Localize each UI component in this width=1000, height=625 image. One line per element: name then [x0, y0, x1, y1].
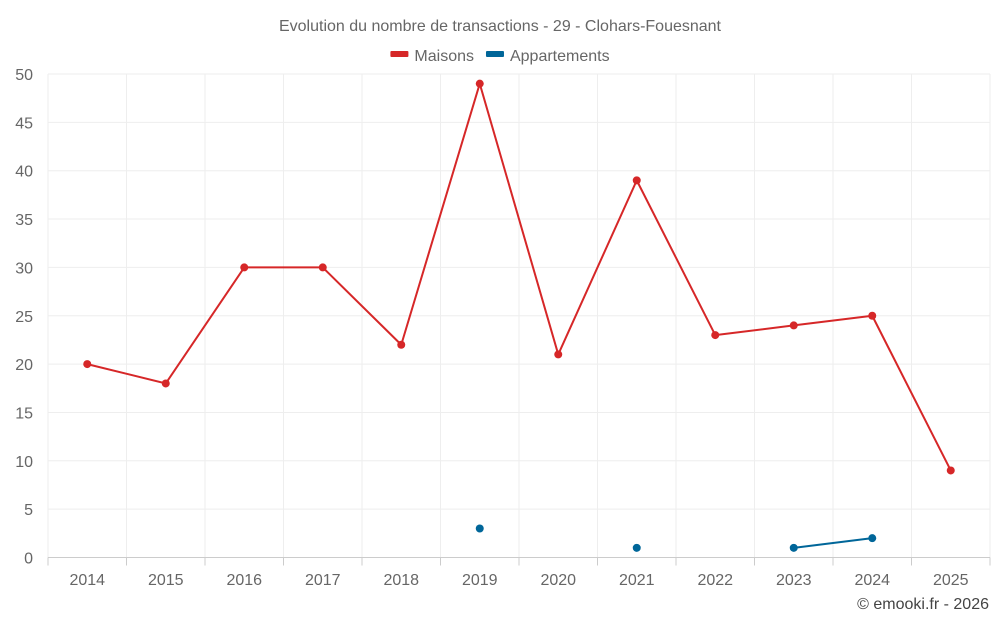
x-tick-label: 2014: [69, 572, 105, 589]
credit-text: © emooki.fr - 2026: [857, 596, 989, 613]
y-tick-label: 5: [24, 502, 33, 519]
data-point[interactable]: [475, 79, 484, 88]
series-layer: [83, 79, 955, 552]
legend-label: Maisons: [414, 48, 474, 65]
data-point[interactable]: [475, 524, 484, 533]
legend-swatch: [390, 51, 409, 57]
x-tick-label: 2024: [854, 572, 890, 589]
chart-title: Evolution du nombre de transactions - 29…: [279, 18, 722, 35]
data-point[interactable]: [632, 543, 641, 552]
data-point[interactable]: [318, 263, 327, 272]
data-point[interactable]: [946, 466, 955, 475]
data-point[interactable]: [83, 360, 92, 369]
x-tick-label: 2017: [305, 572, 341, 589]
y-tick-label: 0: [24, 551, 33, 568]
x-tick-label: 2021: [619, 572, 655, 589]
y-tick-label: 30: [15, 260, 33, 277]
y-tick-label: 25: [15, 309, 33, 326]
y-tick-label: 20: [15, 357, 33, 374]
x-tick-label: 2019: [462, 572, 498, 589]
x-tick-label: 2016: [226, 572, 262, 589]
series-line: [87, 82, 952, 471]
x-tick-label: 2023: [776, 572, 812, 589]
data-point[interactable]: [868, 534, 877, 543]
series-line: [793, 537, 873, 549]
data-point[interactable]: [868, 311, 877, 320]
y-tick-label: 40: [15, 164, 33, 181]
legend: Maisons Appartements: [390, 48, 610, 65]
data-point[interactable]: [711, 331, 720, 340]
data-point[interactable]: [161, 379, 170, 388]
y-tick-label: 35: [15, 212, 33, 229]
legend-item-appartements[interactable]: Appartements: [485, 48, 610, 65]
data-point[interactable]: [632, 176, 641, 185]
data-point[interactable]: [789, 543, 798, 552]
y-tick-label: 50: [15, 67, 33, 84]
y-tick-label: 45: [15, 115, 33, 132]
data-point[interactable]: [240, 263, 249, 272]
legend-swatch: [485, 51, 504, 57]
legend-label: Appartements: [510, 48, 610, 65]
series-maisons: [83, 79, 955, 475]
y-axis-ticks: 0 5 10 15 20 25 30 35 40 45 50: [15, 67, 33, 568]
x-tick-label: 2022: [697, 572, 733, 589]
y-tick-label: 15: [15, 405, 33, 422]
data-point[interactable]: [397, 340, 406, 349]
legend-item-maisons[interactable]: Maisons: [390, 48, 474, 65]
x-tick-label: 2025: [933, 572, 969, 589]
data-point[interactable]: [789, 321, 798, 330]
x-tick-label: 2020: [540, 572, 576, 589]
x-tick-label: 2018: [383, 572, 419, 589]
x-tick-label: 2015: [148, 572, 184, 589]
series-appartements: [475, 524, 877, 552]
x-axis-ticks: 2014 2015 2016 2017 2018 2019 2020 2021 2022 2023…: [47, 557, 991, 589]
horizontal-gridlines: [48, 73, 990, 510]
data-point[interactable]: [554, 350, 563, 359]
y-tick-label: 10: [15, 454, 33, 471]
